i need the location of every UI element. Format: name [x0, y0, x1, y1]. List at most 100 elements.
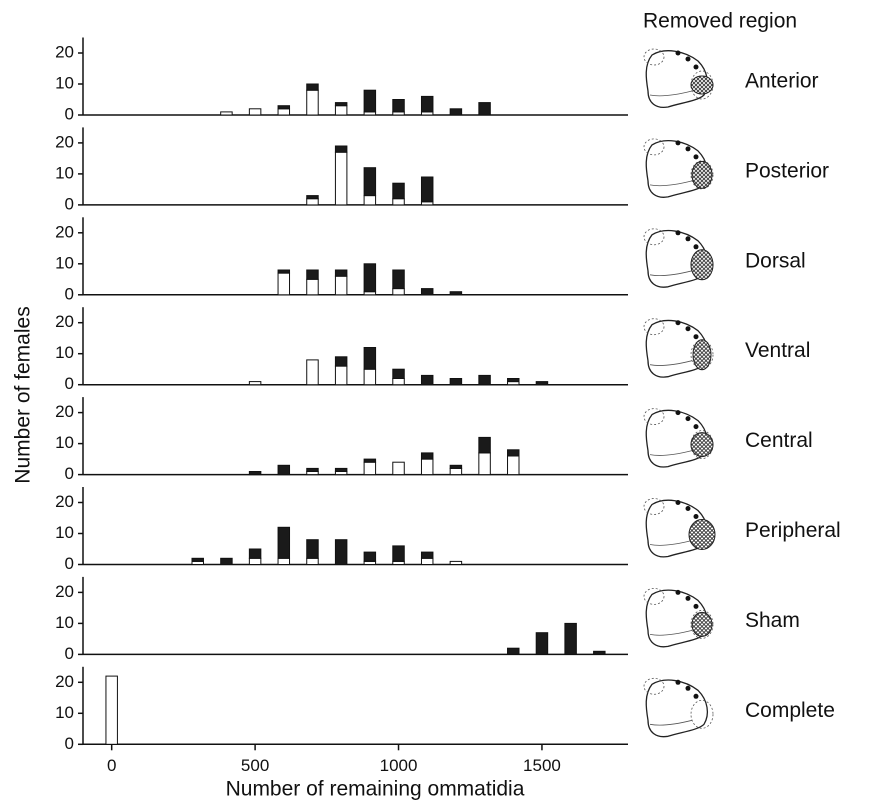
- region-icon: [643, 588, 714, 648]
- bar-segment: [363, 167, 377, 197]
- bar-segment: [277, 105, 291, 110]
- bar-segment: [306, 89, 319, 116]
- bar-segment: [248, 548, 262, 559]
- icon-ocellus: [693, 154, 699, 160]
- panel-label: Central: [745, 429, 813, 452]
- icon-eye: [690, 160, 714, 190]
- icon-ocellus: [685, 595, 691, 601]
- bar-segment: [507, 449, 520, 457]
- icon-ocellus: [675, 679, 681, 685]
- y-tick-label: 10: [55, 163, 74, 182]
- icon-ocellus: [675, 410, 681, 416]
- bar-segment: [478, 102, 491, 116]
- icon-eye: [690, 699, 714, 729]
- icon-ocellus: [685, 56, 691, 62]
- bar-segment: [392, 269, 405, 290]
- bar-segment: [420, 452, 434, 460]
- y-tick-label: 10: [55, 343, 74, 362]
- bar-segment: [248, 381, 262, 386]
- y-tick-label: 20: [55, 222, 74, 241]
- x-tick-label: 500: [241, 756, 269, 775]
- icon-mouth: [649, 540, 693, 546]
- bar-segment: [420, 374, 434, 386]
- icon-mouth: [649, 180, 693, 187]
- bar-segment: [306, 195, 319, 200]
- icon-antenna: [643, 408, 665, 426]
- icon-eye: [690, 610, 714, 639]
- y-tick-label: 20: [55, 312, 74, 331]
- icon-antenna: [643, 228, 665, 246]
- panel-label: Complete: [745, 699, 835, 722]
- icon-mouth: [649, 450, 693, 456]
- bar-segment: [277, 269, 291, 274]
- icon-head: [645, 409, 709, 468]
- y-tick-label: 0: [65, 104, 74, 123]
- x-tick-label: 1000: [380, 756, 418, 775]
- bar-segment: [363, 263, 377, 293]
- bar-segment: [306, 539, 319, 559]
- icon-removed-region: [688, 519, 716, 550]
- icon-head: [645, 319, 709, 378]
- icon-antenna: [643, 588, 665, 605]
- bar-segment: [306, 269, 319, 280]
- bar-segment: [306, 198, 319, 206]
- icon-antenna: [643, 677, 665, 695]
- bar-segment: [220, 111, 233, 116]
- icon-mouth: [649, 360, 693, 366]
- bar-segment: [535, 381, 549, 386]
- region-icon: [643, 408, 714, 468]
- icon-removed-region: [690, 75, 714, 95]
- bar-segment: [392, 198, 405, 206]
- icon-ocellus: [685, 236, 691, 242]
- bar-segment: [334, 356, 348, 367]
- icon-ocellus: [693, 244, 699, 250]
- icon-ocellus: [693, 334, 699, 340]
- icon-mouth: [649, 719, 693, 726]
- y-tick-label: 10: [55, 433, 74, 452]
- bar-segment: [334, 102, 348, 107]
- region-icon: [643, 48, 714, 109]
- panel-label: Dorsal: [745, 249, 806, 272]
- icon-removed-region: [690, 432, 714, 458]
- icon-mouth: [649, 90, 693, 97]
- bar-segment: [363, 551, 377, 562]
- icon-head: [645, 679, 709, 738]
- panel-label: Peripheral: [745, 519, 841, 542]
- y-tick-label: 10: [55, 703, 74, 722]
- icon-removed-region: [692, 339, 712, 371]
- bar-segment: [420, 288, 434, 296]
- icon-ocellus: [675, 500, 681, 505]
- bar-segment: [363, 347, 377, 370]
- region-icon: [643, 498, 716, 558]
- region-icon: [643, 228, 714, 288]
- bar-segment: [306, 278, 319, 296]
- y-tick-label: 10: [55, 523, 74, 542]
- y-tick-label: 0: [65, 374, 74, 393]
- icon-antenna: [643, 138, 665, 156]
- x-tick-label: 0: [107, 756, 116, 775]
- y-tick-label: 0: [65, 284, 74, 303]
- icon-antenna: [643, 318, 665, 336]
- bar-segment: [478, 374, 491, 386]
- bar-segment: [420, 176, 434, 203]
- y-tick-label: 0: [65, 644, 74, 663]
- bar-segment: [334, 467, 348, 472]
- bar-segment: [277, 464, 291, 476]
- icon-mouth: [649, 270, 693, 276]
- bar-segment: [105, 675, 118, 745]
- bar-segment: [420, 95, 434, 113]
- bar-segment: [248, 108, 262, 116]
- icon-ocellus: [693, 603, 699, 609]
- icon-ocellus: [685, 685, 691, 691]
- y-tick-label: 20: [55, 492, 74, 511]
- y-tick-label: 0: [65, 554, 74, 573]
- bar-segment: [478, 452, 491, 476]
- bar-segment: [363, 458, 377, 463]
- icon-antenna: [643, 48, 665, 66]
- bar-segment: [449, 560, 463, 566]
- icon-head: [645, 139, 709, 198]
- bar-segment: [248, 557, 262, 565]
- y-tick-label: 10: [55, 73, 74, 92]
- bar-segment: [420, 557, 434, 565]
